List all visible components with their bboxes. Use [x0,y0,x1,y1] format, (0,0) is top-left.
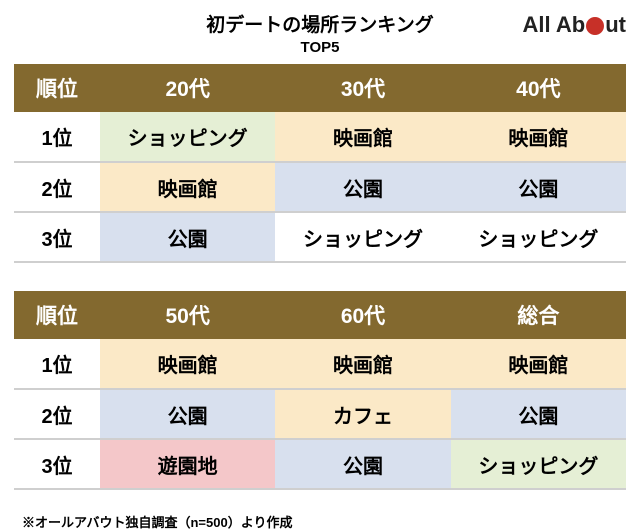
data-cell: 映画館 [451,339,626,389]
col-header-60s: 60代 [275,291,450,339]
logo-red-dot-icon [586,17,604,35]
col-header-20s: 20代 [100,64,275,112]
col-header-30s: 30代 [275,64,450,112]
ranking-table-2: 順位 50代 60代 総合 1位 映画館 映画館 映画館 2位 公園 カフェ 公… [14,291,626,490]
ranking-table-1: 順位 20代 30代 40代 1位 ショッピング 映画館 映画館 2位 映画館 … [14,64,626,263]
data-cell: 公園 [100,389,275,439]
data-cell: 映画館 [100,162,275,212]
table-row: 1位 映画館 映画館 映画館 [14,339,626,389]
col-header-40s: 40代 [451,64,626,112]
data-cell: 映画館 [100,339,275,389]
logo-text-left: All Ab [523,12,586,38]
logo: All Ab ut [523,12,627,38]
header: 初デートの場所ランキング TOP5 All Ab ut [14,10,626,56]
rank-cell: 1位 [14,339,100,389]
data-cell: ショッピング [451,439,626,489]
rank-cell: 1位 [14,112,100,162]
data-cell: ショッピング [100,112,275,162]
rank-cell: 3位 [14,439,100,489]
logo-text-right: ut [605,12,626,38]
rank-cell: 3位 [14,212,100,262]
data-cell: 公園 [451,162,626,212]
page-container: 初デートの場所ランキング TOP5 All Ab ut 順位 20代 30代 4… [0,0,640,531]
col-header-rank: 順位 [14,291,100,339]
data-cell: ショッピング [275,212,450,262]
data-cell: ショッピング [451,212,626,262]
col-header-total: 総合 [451,291,626,339]
data-cell: 公園 [100,212,275,262]
rank-cell: 2位 [14,162,100,212]
data-cell: カフェ [275,389,450,439]
data-cell: 公園 [275,162,450,212]
table-header-row: 順位 20代 30代 40代 [14,64,626,112]
data-cell: 映画館 [451,112,626,162]
table-header-row: 順位 50代 60代 総合 [14,291,626,339]
data-cell: 遊園地 [100,439,275,489]
data-cell: 映画館 [275,339,450,389]
table-row: 2位 映画館 公園 公園 [14,162,626,212]
table-row: 2位 公園 カフェ 公園 [14,389,626,439]
col-header-rank: 順位 [14,64,100,112]
col-header-50s: 50代 [100,291,275,339]
data-cell: 公園 [275,439,450,489]
table-row: 1位 ショッピング 映画館 映画館 [14,112,626,162]
data-cell: 映画館 [275,112,450,162]
rank-cell: 2位 [14,389,100,439]
page-subtitle: TOP5 [14,39,626,56]
table-row: 3位 遊園地 公園 ショッピング [14,439,626,489]
table-row: 3位 公園 ショッピング ショッピング [14,212,626,262]
data-cell: 公園 [451,389,626,439]
